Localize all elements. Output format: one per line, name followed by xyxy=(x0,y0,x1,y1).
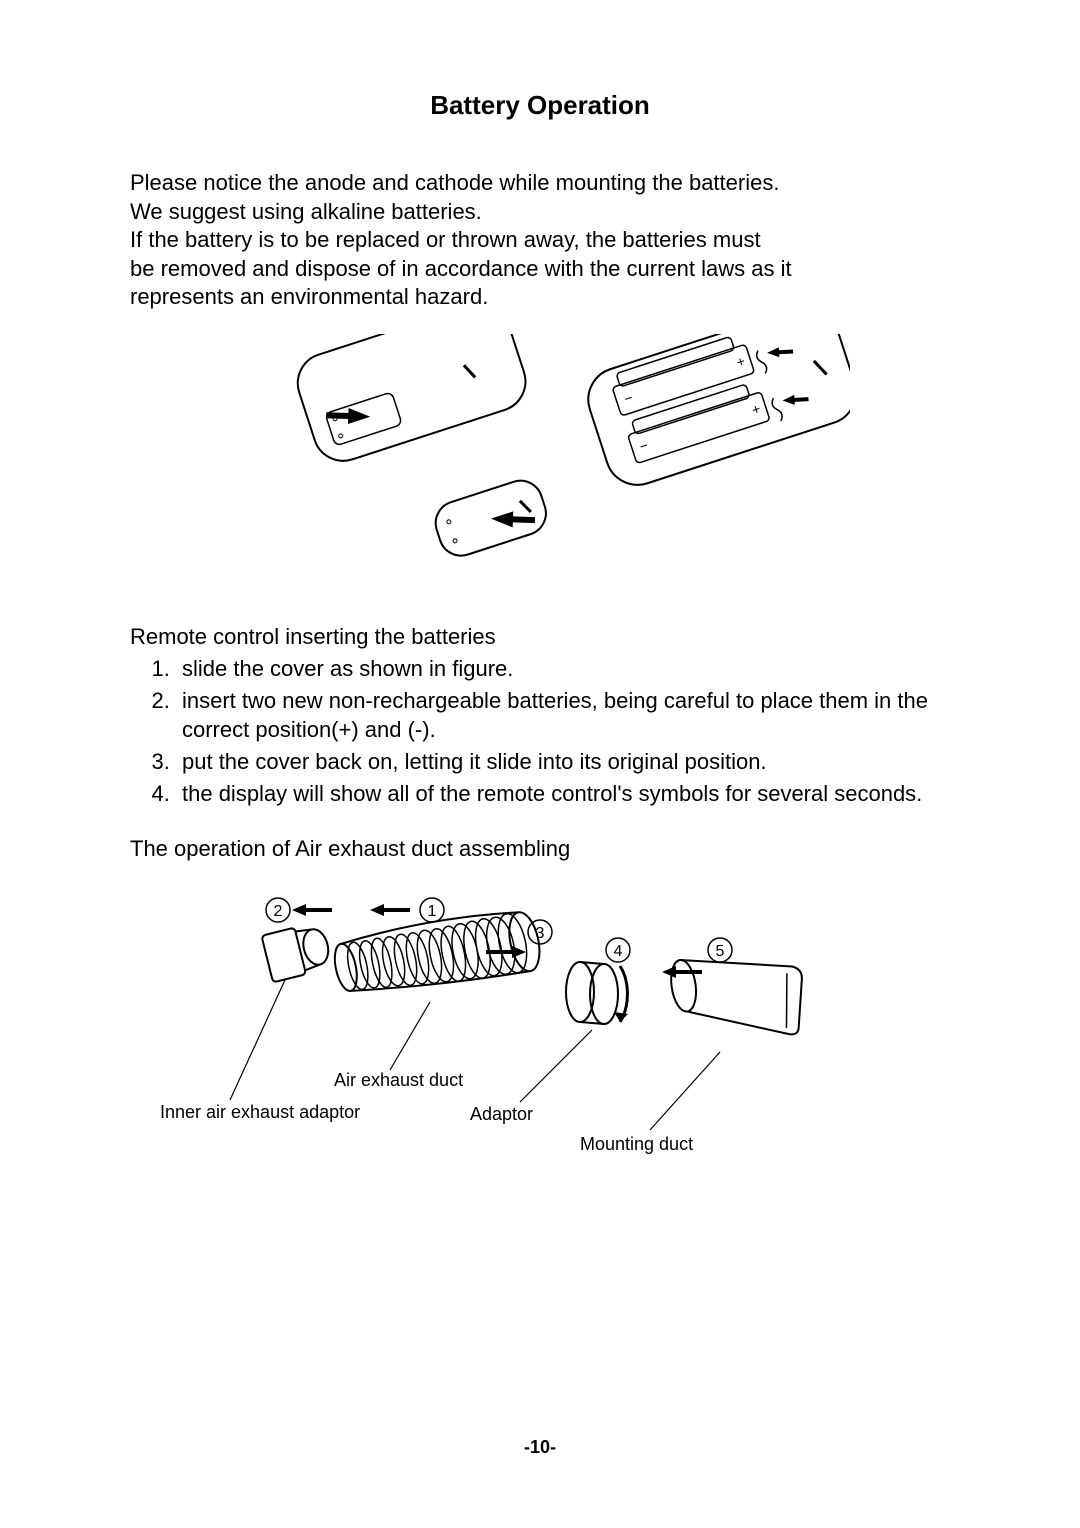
step-item: the display will show all of the remote … xyxy=(176,779,950,809)
remote-heading: Remote control inserting the batteries xyxy=(130,624,950,650)
intro-line: Please notice the anode and cathode whil… xyxy=(130,170,779,195)
duct-figure: 2 1 3 4 5 xyxy=(130,880,950,1180)
label-air-exhaust-duct: Air exhaust duct xyxy=(334,1070,463,1090)
callout-4: 4 xyxy=(614,943,623,960)
label-adaptor: Adaptor xyxy=(470,1104,533,1124)
svg-text:−: − xyxy=(637,437,650,455)
svg-text:+: + xyxy=(734,353,747,371)
step-item: insert two new non-rechargeable batterie… xyxy=(176,686,950,745)
callout-5: 5 xyxy=(716,943,725,960)
callout-1: 1 xyxy=(428,903,437,920)
intro-line: be removed and dispose of in accordance … xyxy=(130,256,792,281)
page-title: Battery Operation xyxy=(130,90,950,121)
svg-text:−: − xyxy=(622,389,635,407)
duct-svg: 2 1 3 4 5 xyxy=(160,880,920,1180)
page-number: -10- xyxy=(0,1437,1080,1458)
steps-list: slide the cover as shown in figure. inse… xyxy=(130,654,950,808)
battery-figure: − + − + xyxy=(130,334,950,594)
manual-page: Battery Operation Please notice the anod… xyxy=(0,0,1080,1528)
step-item: slide the cover as shown in figure. xyxy=(176,654,950,684)
duct-heading: The operation of Air exhaust duct assemb… xyxy=(130,836,950,862)
battery-svg: − + − + xyxy=(230,334,850,594)
label-inner-adaptor: Inner air exhaust adaptor xyxy=(160,1102,360,1122)
step-item: put the cover back on, letting it slide … xyxy=(176,747,950,777)
label-mounting-duct: Mounting duct xyxy=(580,1134,693,1154)
intro-line: We suggest using alkaline batteries. xyxy=(130,199,482,224)
callout-2: 2 xyxy=(274,903,283,920)
svg-text:+: + xyxy=(750,400,763,418)
intro-line: represents an environmental hazard. xyxy=(130,284,488,309)
intro-paragraph: Please notice the anode and cathode whil… xyxy=(130,169,950,312)
intro-line: If the battery is to be replaced or thro… xyxy=(130,227,761,252)
